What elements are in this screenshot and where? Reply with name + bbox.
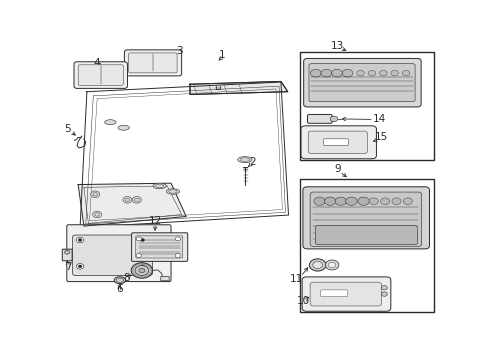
Ellipse shape xyxy=(118,125,129,130)
Circle shape xyxy=(403,198,411,204)
Circle shape xyxy=(324,197,335,205)
Circle shape xyxy=(325,260,338,270)
Circle shape xyxy=(381,285,386,290)
FancyBboxPatch shape xyxy=(62,249,72,261)
Circle shape xyxy=(379,70,386,76)
Circle shape xyxy=(78,265,82,268)
Circle shape xyxy=(345,197,356,205)
Bar xyxy=(299,51,433,159)
Text: 3: 3 xyxy=(176,46,183,56)
Text: 10: 10 xyxy=(296,296,309,306)
Circle shape xyxy=(331,69,342,77)
Polygon shape xyxy=(78,183,186,226)
Circle shape xyxy=(309,259,325,271)
Ellipse shape xyxy=(104,120,116,125)
Ellipse shape xyxy=(153,183,166,189)
FancyBboxPatch shape xyxy=(315,226,417,245)
FancyBboxPatch shape xyxy=(309,192,421,246)
FancyBboxPatch shape xyxy=(302,187,428,249)
Text: 13: 13 xyxy=(330,41,344,51)
Ellipse shape xyxy=(237,157,252,163)
Circle shape xyxy=(327,262,335,268)
Circle shape xyxy=(329,116,337,122)
Circle shape xyxy=(78,239,82,242)
FancyBboxPatch shape xyxy=(307,114,331,123)
Circle shape xyxy=(141,265,144,268)
Circle shape xyxy=(342,69,352,77)
FancyBboxPatch shape xyxy=(320,290,347,297)
Ellipse shape xyxy=(114,277,125,284)
Text: 1: 1 xyxy=(219,50,225,60)
Text: 9: 9 xyxy=(334,164,341,174)
FancyBboxPatch shape xyxy=(309,282,381,306)
FancyBboxPatch shape xyxy=(78,65,123,85)
Circle shape xyxy=(92,211,102,218)
Circle shape xyxy=(122,197,132,203)
Text: 6: 6 xyxy=(116,284,123,293)
FancyBboxPatch shape xyxy=(308,64,414,102)
Text: 7: 7 xyxy=(64,262,71,272)
Bar xyxy=(299,179,433,312)
Circle shape xyxy=(141,239,144,242)
Text: 8: 8 xyxy=(123,273,129,283)
Circle shape xyxy=(64,250,70,254)
Circle shape xyxy=(135,266,148,275)
Text: 15: 15 xyxy=(374,132,387,143)
Circle shape xyxy=(391,198,400,204)
Polygon shape xyxy=(189,81,287,94)
Circle shape xyxy=(312,261,322,269)
Circle shape xyxy=(139,264,146,269)
FancyBboxPatch shape xyxy=(323,139,347,145)
FancyBboxPatch shape xyxy=(136,236,183,258)
Circle shape xyxy=(334,197,346,205)
Text: 4: 4 xyxy=(94,58,100,68)
Circle shape xyxy=(76,237,84,243)
Text: 2: 2 xyxy=(249,157,255,167)
Circle shape xyxy=(136,237,141,241)
FancyBboxPatch shape xyxy=(303,58,420,107)
Circle shape xyxy=(76,264,84,269)
Circle shape xyxy=(175,253,180,257)
Circle shape xyxy=(357,197,368,205)
Circle shape xyxy=(367,70,375,76)
FancyBboxPatch shape xyxy=(124,50,181,76)
Circle shape xyxy=(310,69,321,77)
Circle shape xyxy=(136,253,141,257)
Circle shape xyxy=(175,237,180,241)
FancyBboxPatch shape xyxy=(67,225,171,282)
FancyBboxPatch shape xyxy=(307,131,366,153)
FancyBboxPatch shape xyxy=(302,277,390,311)
Circle shape xyxy=(380,198,389,204)
Circle shape xyxy=(356,70,364,76)
FancyBboxPatch shape xyxy=(128,53,177,73)
Circle shape xyxy=(132,197,141,203)
Circle shape xyxy=(139,268,144,273)
FancyBboxPatch shape xyxy=(131,233,187,261)
Text: 14: 14 xyxy=(372,114,386,125)
Text: 12: 12 xyxy=(148,216,162,226)
Circle shape xyxy=(90,191,100,198)
FancyBboxPatch shape xyxy=(301,126,376,159)
Ellipse shape xyxy=(166,189,179,194)
Circle shape xyxy=(139,237,146,243)
FancyBboxPatch shape xyxy=(72,235,152,275)
Circle shape xyxy=(321,69,331,77)
Circle shape xyxy=(368,198,378,204)
FancyBboxPatch shape xyxy=(74,62,127,89)
Circle shape xyxy=(390,70,398,76)
Circle shape xyxy=(401,70,409,76)
Text: 11: 11 xyxy=(289,274,302,284)
Circle shape xyxy=(381,292,386,296)
FancyBboxPatch shape xyxy=(161,276,169,281)
Text: 5: 5 xyxy=(64,124,71,134)
Circle shape xyxy=(131,263,152,278)
Circle shape xyxy=(313,197,325,205)
